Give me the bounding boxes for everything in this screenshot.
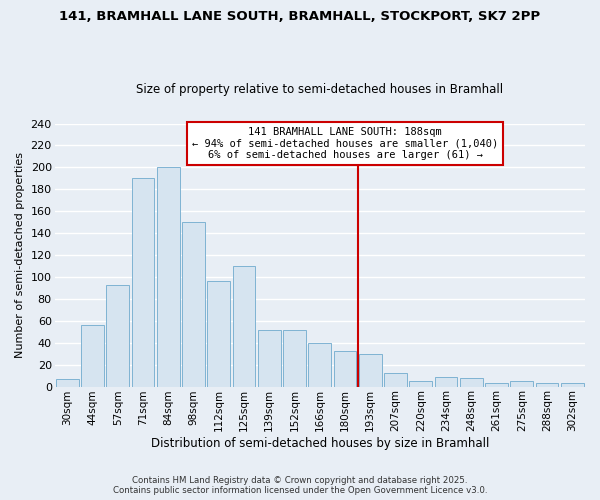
Bar [460, 378, 483, 386]
Y-axis label: Number of semi-detached properties: Number of semi-detached properties [15, 152, 25, 358]
Bar [511, 381, 533, 386]
Bar [334, 352, 356, 386]
Text: 141, BRAMHALL LANE SOUTH, BRAMHALL, STOCKPORT, SK7 2PP: 141, BRAMHALL LANE SOUTH, BRAMHALL, STOC… [59, 10, 541, 23]
Bar [233, 266, 256, 386]
Bar [359, 354, 382, 386]
Bar [384, 374, 407, 386]
Bar [308, 342, 331, 386]
Bar [81, 325, 104, 386]
X-axis label: Distribution of semi-detached houses by size in Bramhall: Distribution of semi-detached houses by … [151, 437, 489, 450]
Bar [258, 330, 281, 386]
Bar [485, 384, 508, 386]
Bar [131, 178, 154, 386]
Bar [536, 384, 559, 386]
Bar [208, 282, 230, 387]
Bar [106, 284, 129, 386]
Bar [283, 330, 306, 386]
Bar [435, 376, 457, 386]
Bar [182, 222, 205, 386]
Title: Size of property relative to semi-detached houses in Bramhall: Size of property relative to semi-detach… [136, 83, 503, 96]
Bar [561, 384, 584, 386]
Text: 141 BRAMHALL LANE SOUTH: 188sqm
← 94% of semi-detached houses are smaller (1,040: 141 BRAMHALL LANE SOUTH: 188sqm ← 94% of… [192, 127, 498, 160]
Bar [157, 168, 179, 386]
Text: Contains HM Land Registry data © Crown copyright and database right 2025.
Contai: Contains HM Land Registry data © Crown c… [113, 476, 487, 495]
Bar [409, 381, 432, 386]
Bar [56, 379, 79, 386]
